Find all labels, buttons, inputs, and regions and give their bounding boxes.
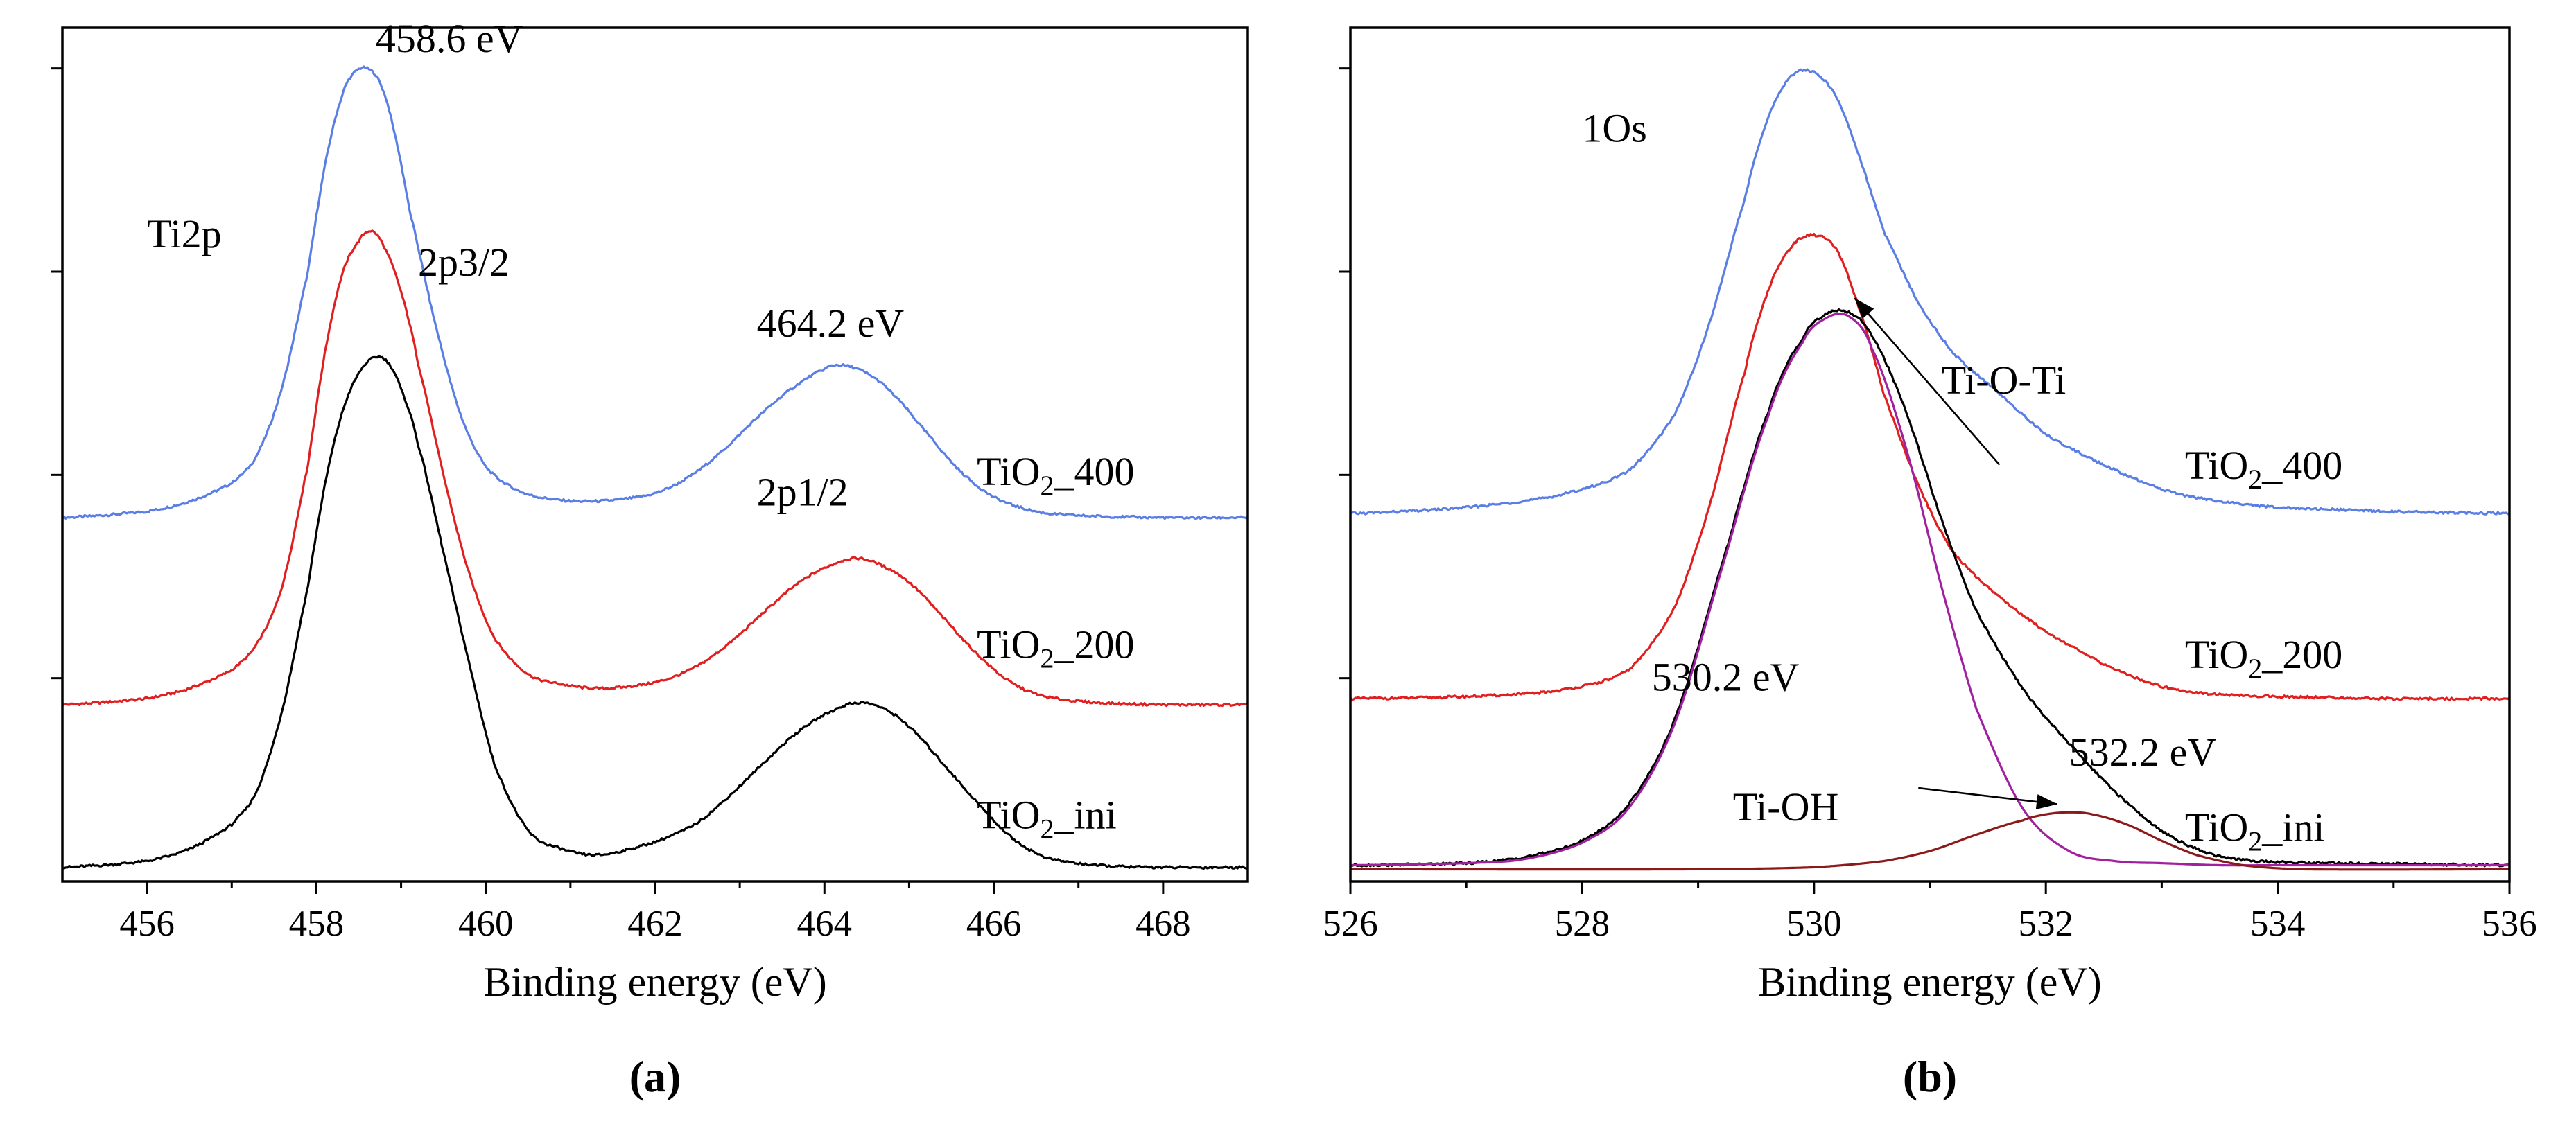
annotation-532-2-ev: 532.2 eV: [2069, 730, 2217, 775]
series-line-tio2-200: [61, 229, 1248, 708]
series-label-tio2-400: TiO2_400: [2185, 443, 2342, 495]
x-tick-label: 466: [966, 904, 1022, 944]
annotation-464-2-ev: 464.2 eV: [757, 301, 905, 346]
series-label-tio2-200: TiO2_200: [2185, 632, 2342, 684]
x-tick-label: 464: [797, 904, 853, 944]
panel-b-chart: 526 528 530 532 534 536 Binding energy (eV) (b)…: [1323, 26, 2537, 1101]
series-line-tio2-400: [1350, 68, 2510, 516]
x-axis-label: Binding energy (eV): [1758, 959, 2101, 1005]
annotation-2p1-2: 2p1/2: [757, 469, 848, 514]
panel-label: (a): [629, 1052, 681, 1101]
x-tick-label: 468: [1135, 904, 1191, 944]
series-line-ti-oh: [1350, 811, 2509, 871]
x-tick-label: 528: [1555, 904, 1610, 944]
series-label-tio2-400: TiO2_400: [977, 449, 1134, 501]
series-label-tio2-ini: TiO2_ini: [977, 793, 1117, 845]
series-label-tio2-200: TiO2_200: [977, 622, 1134, 674]
annotation-ti-oh: Ti-OH: [1733, 784, 1839, 829]
annotation-ti2p: Ti2p: [147, 211, 222, 256]
series-line-tio2-400: [61, 65, 1249, 520]
series-line-tio2-ini: [62, 355, 1248, 870]
series-line-tio2-ini: [1350, 308, 2510, 868]
annotation-458-6-ev: 458.6 eV: [376, 16, 523, 61]
x-tick-label: 460: [458, 904, 514, 944]
panel-a-chart: 456 458 460 462 464 466 468 Binding energy (eV)…: [51, 16, 1249, 1101]
x-tick-label: 530: [1786, 904, 1842, 944]
annotation-530-2-ev: 530.2 eV: [1652, 654, 1800, 699]
annotation-2p3-2: 2p3/2: [418, 240, 510, 285]
x-tick-label: 458: [289, 904, 345, 944]
series-label-tio2-ini: TiO2_ini: [2185, 805, 2325, 857]
x-tick-label: 456: [119, 904, 175, 944]
series-line-tio2-200: [1349, 233, 2510, 701]
x-tick-label: 526: [1323, 904, 1378, 944]
annotation-1os: 1Os: [1582, 105, 1646, 150]
x-axis-label: Binding energy (eV): [483, 959, 826, 1005]
annotation-arrow: [1918, 787, 2058, 805]
x-tick-label: 462: [627, 904, 683, 944]
panel-label: (b): [1903, 1052, 1957, 1101]
series-line-ti-o-ti: [1350, 313, 2509, 867]
x-tick-label: 536: [2482, 904, 2537, 944]
arrow-head: [2035, 794, 2057, 809]
arrow-head: [1854, 298, 1874, 319]
annotation-arrow: [1854, 297, 2001, 466]
annotation-ti-o-ti: Ti-O-Ti: [1942, 358, 2066, 403]
x-tick-label: 534: [2250, 904, 2306, 944]
x-tick-label: 532: [2018, 904, 2073, 944]
